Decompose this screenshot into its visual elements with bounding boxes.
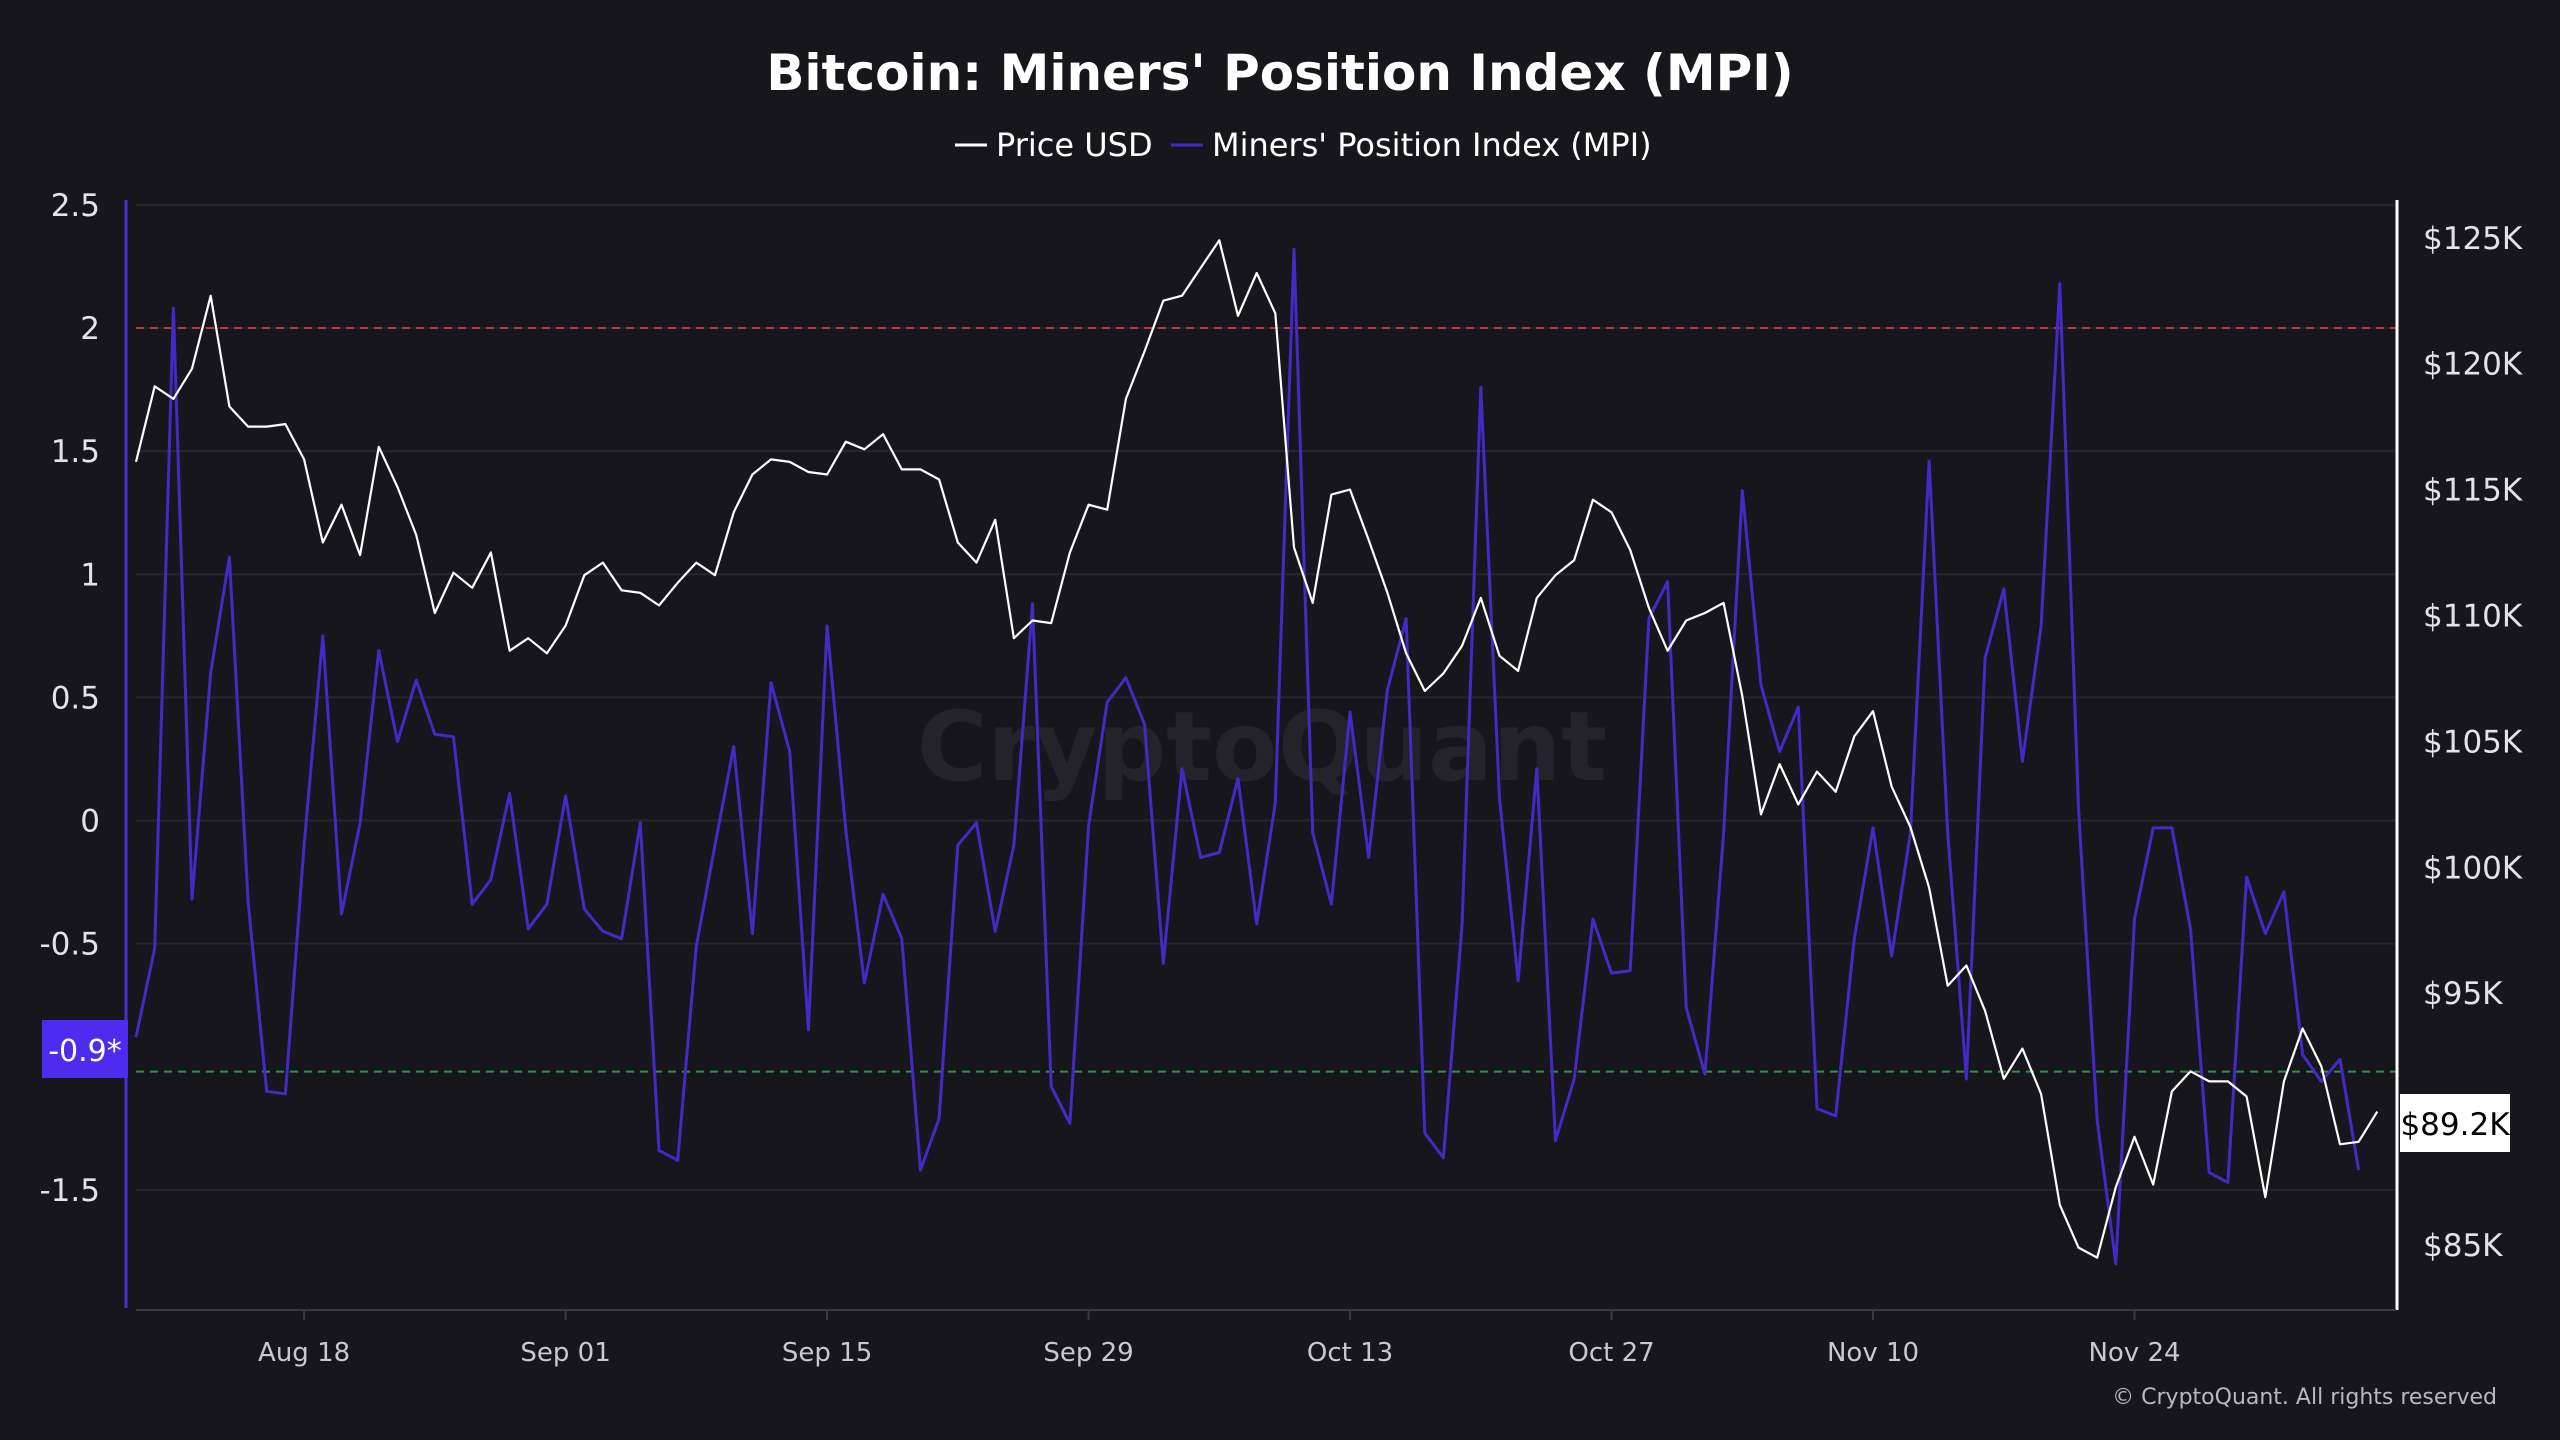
left-tick-label: 2.5 [51,188,100,224]
chart-title: Bitcoin: Miners' Position Index (MPI) [766,44,1793,102]
left-tick-label: 0.5 [51,680,100,716]
right-tick-label: $95K [2423,976,2503,1012]
price-series-line [134,239,2379,1259]
x-tick-label: Oct 27 [1568,1338,1654,1368]
x-tick-label: Sep 01 [520,1338,610,1368]
right-tick-label: $105K [2423,724,2523,760]
right-tick-label: $120K [2423,347,2523,383]
current-mpi-badge [42,1020,128,1078]
left-tick-label: 0 [80,803,100,839]
x-tick-label: Sep 15 [782,1338,872,1368]
left-tick-label: -1.5 [40,1173,101,1209]
copyright: © CryptoQuant. All rights reserved [2112,1385,2497,1410]
left-axis-ticks: 2.5 2 1.5 1 0.5 0 -0.5 -1.5 [40,188,101,1209]
right-axis-ticks: $125K $120K $115K $110K $105K $100K $95K $85K [2423,221,2523,1264]
right-tick-label: $110K [2423,599,2523,635]
x-tick-label: Oct 13 [1307,1338,1393,1368]
legend-mpi-label: Miners' Position Index (MPI) [1212,126,1652,164]
right-tick-label: $85K [2423,1228,2503,1264]
mpi-series-line [134,247,2361,1266]
x-tick-label: Nov 10 [1827,1338,1919,1368]
legend-price-label: Price USD [996,126,1153,164]
current-price-label: $89.2K [2400,1107,2510,1143]
left-tick-label: 1.5 [51,434,100,470]
right-tick-label: $125K [2423,221,2523,257]
current-mpi-label: -0.9* [48,1034,122,1069]
legend: Price USD Miners' Position Index (MPI) [955,126,1652,164]
x-tick-label: Sep 29 [1043,1338,1133,1368]
watermark: CryptoQuant [917,691,1607,803]
x-tick-label: Aug 18 [258,1338,350,1368]
right-tick-label: $115K [2423,473,2523,509]
x-tick-label: Nov 24 [2088,1338,2180,1368]
left-tick-label: 1 [80,557,100,593]
right-tick-label: $100K [2423,850,2523,886]
current-price-badge [2400,1094,2510,1152]
left-tick-label: 2 [80,311,100,347]
left-tick-label: -0.5 [40,927,101,963]
x-axis-ticks: Aug 18 Sep 01 Sep 15 Sep 29 Oct 13 Oct 27 Nov … [258,1310,2181,1368]
